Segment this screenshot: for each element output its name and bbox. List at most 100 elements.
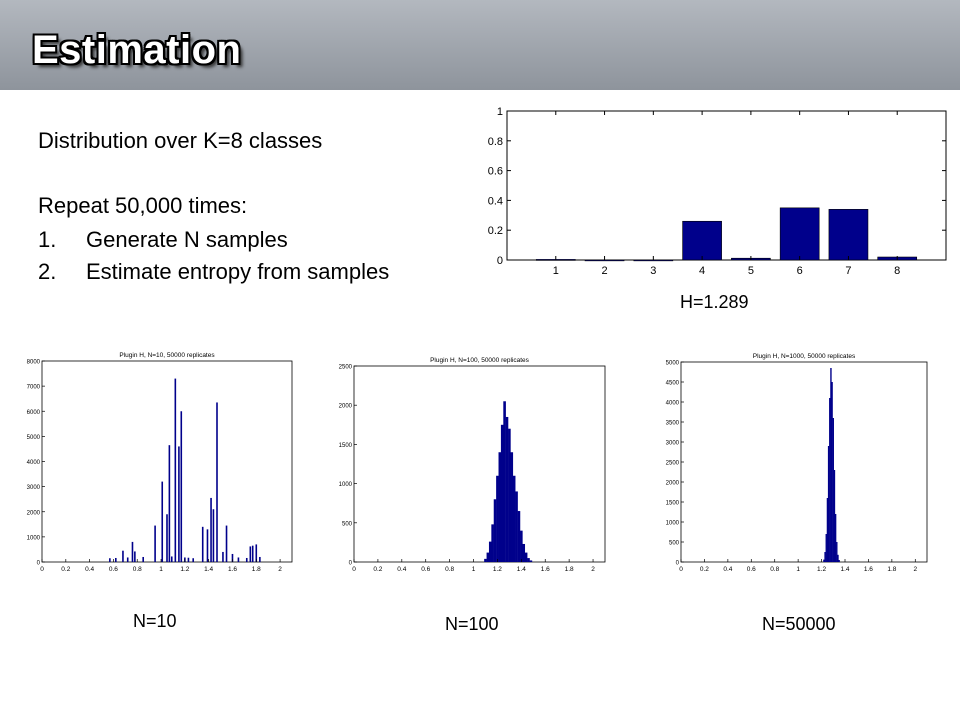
class-distribution-chart: 1 2 3 4 5 6 7 8 0 0.2 0.4 0.6 0.8 1 bbox=[488, 106, 947, 277]
x-tick-label: 1.8 bbox=[887, 566, 896, 573]
histogram-bar bbox=[154, 525, 156, 562]
histogram-bar bbox=[529, 560, 533, 562]
x-tick-label: 2 bbox=[591, 566, 595, 573]
y-tick-label: 0 bbox=[676, 561, 680, 567]
x-tick-label: 1.2 bbox=[180, 566, 189, 573]
y-tick-label: 5000 bbox=[666, 361, 680, 367]
x-tick-label: 0 bbox=[679, 566, 683, 573]
y-tick-label: 7000 bbox=[27, 385, 41, 391]
histogram-bar bbox=[126, 557, 129, 562]
chart-title: Plugin H, N=1000, 50000 replicates bbox=[753, 353, 856, 360]
histogram-bar bbox=[830, 368, 832, 562]
x-tick-label: 6 bbox=[797, 265, 803, 277]
y-tick-label: 0 bbox=[37, 561, 41, 567]
step-2-text: Estimate entropy from samples bbox=[86, 259, 390, 284]
histogram-bar bbox=[836, 542, 838, 562]
histogram-bar bbox=[206, 529, 209, 562]
x-tick-label: 1.8 bbox=[252, 566, 261, 573]
step-1-text: Generate N samples bbox=[86, 227, 288, 252]
histogram-bar bbox=[838, 560, 840, 562]
histogram-bar bbox=[216, 402, 218, 562]
histogram-bar bbox=[520, 530, 523, 562]
histogram-bar bbox=[168, 445, 171, 562]
x-tick-label: 2 bbox=[278, 566, 282, 573]
y-tick-label: 0.2 bbox=[488, 225, 503, 237]
step-2-number: 2. bbox=[38, 259, 57, 284]
x-tick-label: 7 bbox=[845, 265, 851, 277]
x-tick-label: 1.4 bbox=[517, 566, 526, 573]
x-tick-label: 1.4 bbox=[840, 566, 849, 573]
x-tick-label: 1 bbox=[553, 265, 559, 277]
y-tick-label: 2000 bbox=[27, 510, 41, 516]
y-tick-label: 1500 bbox=[666, 501, 680, 507]
x-tick-label: 1.6 bbox=[228, 566, 237, 573]
histogram-bar bbox=[142, 556, 144, 562]
histogram-bar bbox=[498, 452, 502, 562]
x-tick-label: 1 bbox=[796, 566, 800, 573]
histogram-bar bbox=[161, 481, 164, 562]
histogram-bar bbox=[122, 550, 124, 562]
histogram-bar bbox=[484, 558, 487, 562]
y-tick-label: 1000 bbox=[27, 535, 41, 541]
y-tick-label: 1 bbox=[497, 106, 503, 118]
histogram-bar bbox=[251, 545, 254, 562]
plot-frame bbox=[506, 110, 947, 261]
x-tick-label: 1.6 bbox=[541, 566, 550, 573]
histogram-bar bbox=[178, 446, 180, 562]
x-tick-label: 1.6 bbox=[864, 566, 873, 573]
step-1-number: 1. bbox=[38, 227, 57, 252]
histogram-bar bbox=[134, 551, 136, 562]
histogram-bar bbox=[510, 452, 514, 562]
x-tick-label: 0.4 bbox=[85, 566, 94, 573]
y-tick-label: 1000 bbox=[666, 521, 680, 527]
y-tick-label: 500 bbox=[669, 541, 680, 547]
x-tick-label: 1 bbox=[159, 566, 163, 573]
histogram-bar bbox=[833, 470, 836, 562]
histogram-bar bbox=[491, 524, 494, 562]
plot-frame bbox=[680, 361, 928, 563]
histogram-bar bbox=[222, 551, 224, 562]
histogram-bar bbox=[192, 558, 194, 562]
x-tick-label: 0.4 bbox=[723, 566, 732, 573]
x-tick-label: 0 bbox=[40, 566, 44, 573]
caption-n50000: N=50000 bbox=[762, 614, 836, 634]
histogram-bar bbox=[249, 546, 252, 562]
histogram-bar bbox=[225, 525, 228, 562]
histogram-bar bbox=[180, 411, 183, 562]
step-2: 2. Estimate entropy from samples bbox=[38, 259, 389, 285]
histogram-bar bbox=[496, 475, 499, 562]
histogram-bar bbox=[500, 424, 504, 562]
y-tick-label: 0 bbox=[497, 255, 503, 267]
step-1: 1. Generate N samples bbox=[38, 227, 288, 253]
x-tick-label: 0.8 bbox=[445, 566, 454, 573]
histogram-bar bbox=[210, 497, 212, 562]
chart-title: Plugin H, N=100, 50000 replicates bbox=[430, 357, 530, 364]
x-tick-label: 0.2 bbox=[700, 566, 709, 573]
bar-class-4 bbox=[682, 220, 722, 261]
y-tick-label: 4500 bbox=[666, 381, 680, 387]
x-tick-label: 2 bbox=[913, 566, 917, 573]
histogram-bar bbox=[486, 552, 490, 562]
histogram-bar bbox=[823, 559, 825, 562]
x-tick-label: 1.2 bbox=[817, 566, 826, 573]
histogram-bar bbox=[503, 401, 506, 562]
y-tick-label: 500 bbox=[342, 521, 353, 527]
title-bar: Estimation bbox=[0, 0, 960, 90]
bar-class-3 bbox=[633, 259, 674, 262]
repeat-text: Repeat 50,000 times: bbox=[38, 193, 248, 218]
histogram-bar bbox=[517, 511, 521, 562]
y-tick-label: 0.4 bbox=[488, 195, 503, 207]
histogram-bar bbox=[115, 557, 117, 562]
histogram-bar bbox=[829, 398, 831, 562]
histogram-n50000: Plugin H, N=1000, 50000 replicates 0 0.2 0.… bbox=[666, 353, 928, 573]
histogram-bar bbox=[166, 514, 168, 562]
bar-class-7 bbox=[828, 209, 869, 261]
y-tick-label: 5000 bbox=[27, 435, 41, 441]
y-tick-label: 3000 bbox=[666, 441, 680, 447]
caption-n10: N=10 bbox=[133, 611, 177, 631]
x-tick-label: 0.6 bbox=[421, 566, 430, 573]
y-tick-label: 3500 bbox=[666, 421, 680, 427]
histogram-bar bbox=[527, 558, 530, 562]
bar-class-2 bbox=[584, 259, 625, 262]
y-tick-label: 2500 bbox=[666, 461, 680, 467]
